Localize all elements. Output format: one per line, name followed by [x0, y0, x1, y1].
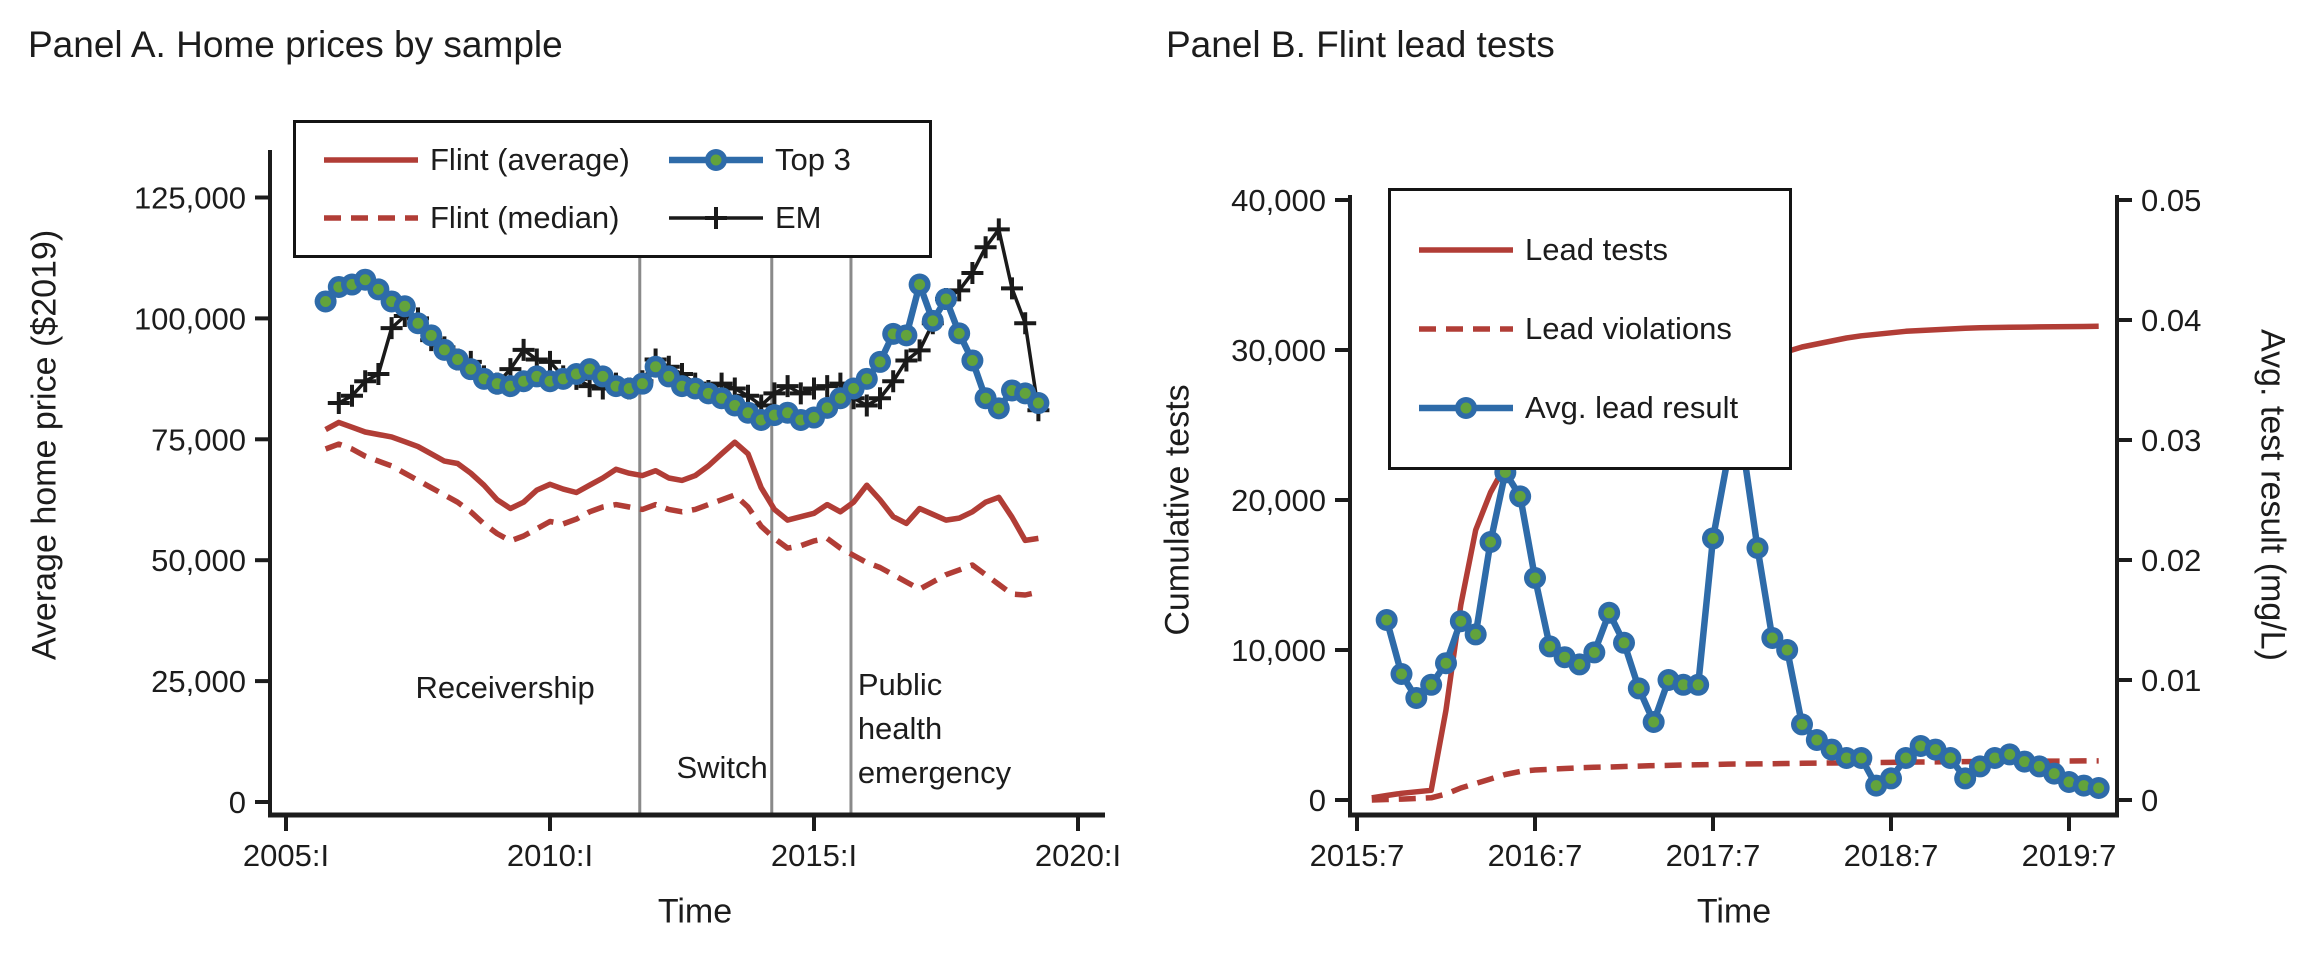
- svg-text:2010:I: 2010:I: [507, 838, 593, 873]
- svg-text:0.04: 0.04: [2141, 303, 2201, 338]
- series-avg-lead-result: [1375, 435, 2110, 799]
- svg-text:2018:7: 2018:7: [1844, 838, 1939, 873]
- panel-b-right-y-axis-label: Avg. test result (mg/L): [2253, 329, 2292, 661]
- legend-entry-lead-violations: Lead violations: [1391, 309, 1732, 349]
- legend-label-flint-median: Flint (median): [430, 199, 620, 235]
- legend-sample-lead-violations: [1419, 326, 1513, 332]
- legend-row: Lead tests: [1391, 230, 1789, 270]
- legend-label-top-3: Top 3: [775, 142, 851, 178]
- annotation-receivership: Receivership: [415, 670, 595, 706]
- panel-a-event-lines: [638, 258, 853, 813]
- svg-text:0: 0: [2141, 783, 2158, 818]
- svg-text:25,000: 25,000: [151, 664, 246, 699]
- legend-label-lead-violations: Lead violations: [1525, 311, 1732, 346]
- panel-a-y-axis-label: Average home price ($2019): [25, 229, 64, 661]
- legend-sample-flint-median: [324, 214, 418, 221]
- legend-entry-flint-median: Flint (median): [296, 198, 641, 238]
- legend-row: Flint (median) EM: [296, 198, 929, 238]
- svg-text:2019:7: 2019:7: [2022, 838, 2117, 873]
- panel-a-title: Panel A. Home prices by sample: [28, 24, 563, 65]
- svg-text:0.02: 0.02: [2141, 543, 2201, 578]
- annotation-public-health-emergency: Public health emergency: [857, 667, 1012, 791]
- panel-b-x-axis-label: Time: [1696, 892, 1772, 931]
- legend-label-flint-average: Flint (average): [430, 142, 630, 178]
- svg-text:10,000: 10,000: [1231, 633, 1326, 668]
- panel-b-left-y-axis-label: Cumulative tests: [1158, 384, 1197, 636]
- svg-text:50,000: 50,000: [151, 543, 246, 578]
- svg-text:2020:I: 2020:I: [1035, 838, 1121, 873]
- svg-text:75,000: 75,000: [151, 422, 246, 457]
- legend-label-em: EM: [775, 199, 822, 235]
- svg-text:40,000: 40,000: [1231, 183, 1326, 218]
- legend-sample-top-3: [669, 149, 763, 172]
- annotation-switch: Switch: [676, 750, 768, 786]
- svg-text:0: 0: [229, 785, 246, 820]
- legend-sample-flint-average: [324, 157, 418, 164]
- legend-entry-avg-lead-result: Avg. lead result: [1391, 388, 1738, 428]
- legend-row: Flint (average) Top 3: [296, 140, 929, 180]
- svg-text:2015:I: 2015:I: [771, 838, 857, 873]
- panel-b-axes: 0 10,000 20,000 30,000 40,000 0 0.01 0.02 0.03 0.…: [1231, 183, 2201, 873]
- panel-a-axes: 0 25,000 50,000 75,000 100,000 125,000 2005:I 2…: [134, 150, 1121, 873]
- svg-text:2005:I: 2005:I: [243, 838, 329, 873]
- series-flint-median: [324, 441, 1039, 598]
- svg-text:20,000: 20,000: [1231, 483, 1326, 518]
- panel-a-plot: 0 25,000 50,000 75,000 100,000 125,000 2005:I 2…: [134, 150, 1121, 873]
- legend-row: Lead violations: [1391, 309, 1789, 349]
- svg-text:2017:7: 2017:7: [1666, 838, 1761, 873]
- legend-sample-lead-tests: [1419, 247, 1513, 253]
- svg-text:100,000: 100,000: [134, 301, 246, 336]
- legend-entry-flint-average: Flint (average): [296, 140, 641, 180]
- svg-text:125,000: 125,000: [134, 181, 246, 216]
- svg-text:0.05: 0.05: [2141, 183, 2201, 218]
- panel-b-title: Panel B. Flint lead tests: [1166, 24, 1555, 65]
- panel-a-legend: Flint (average) Top 3 Flint (median) EM: [293, 120, 932, 258]
- svg-text:0: 0: [1309, 783, 1326, 818]
- panel-b-legend: Lead tests Lead violations Avg. lead resul…: [1388, 188, 1792, 470]
- series-flint-average: [324, 419, 1039, 544]
- legend-row: Avg. lead result: [1391, 388, 1789, 428]
- legend-sample-em: [669, 206, 763, 229]
- legend-entry-em: EM: [641, 198, 822, 238]
- panel-a-x-axis-label: Time: [657, 892, 733, 931]
- svg-text:0.01: 0.01: [2141, 663, 2201, 698]
- svg-text:2015:7: 2015:7: [1310, 838, 1405, 873]
- series-top-3: [314, 268, 1050, 431]
- svg-text:2016:7: 2016:7: [1488, 838, 1583, 873]
- legend-label-lead-tests: Lead tests: [1525, 232, 1669, 267]
- legend-sample-avg-lead-result: [1419, 397, 1513, 419]
- legend-entry-lead-tests: Lead tests: [1391, 230, 1668, 270]
- legend-entry-top-3: Top 3: [641, 140, 851, 180]
- svg-text:30,000: 30,000: [1231, 333, 1326, 368]
- legend-label-avg-lead-result: Avg. lead result: [1525, 390, 1739, 425]
- svg-text:0.03: 0.03: [2141, 423, 2201, 458]
